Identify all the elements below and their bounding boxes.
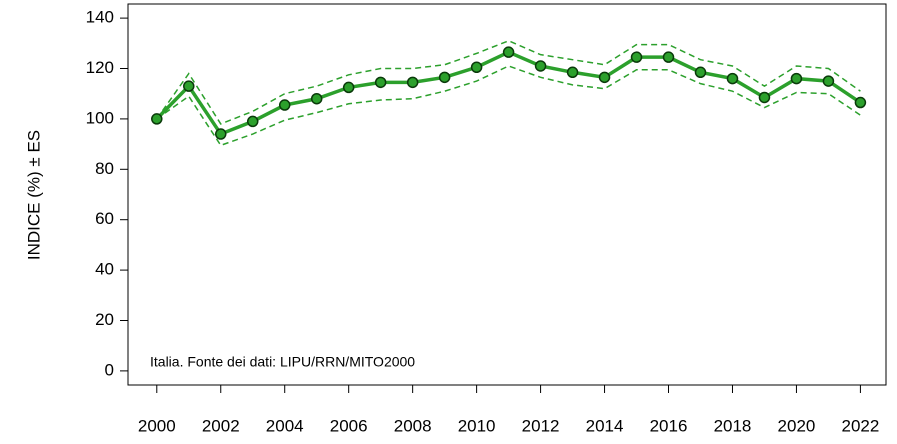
data-point [502,46,515,58]
x-tick-label: 2004 [266,416,304,435]
data-point [342,81,355,94]
y-axis-label: INDICE (%) ± ES [24,130,43,260]
y-tick-label: 140 [86,8,114,27]
x-tick-label: 2006 [330,416,368,435]
data-point [310,92,323,105]
data-point [822,75,835,87]
x-tick-label: 2008 [394,416,432,435]
data-point [278,99,291,111]
x-tick-label: 2010 [458,416,496,435]
data-point [598,71,611,84]
data-point [854,96,867,109]
data-point [470,61,483,73]
x-tick-label: 2020 [778,416,816,435]
data-point [566,66,579,79]
data-point [438,71,451,84]
plot-frame [127,3,887,386]
series-line [155,50,862,137]
x-tick-label: 2002 [202,416,240,435]
y-tick-label: 120 [86,58,114,77]
data-point [406,76,419,89]
x-tick-label: 2016 [650,416,688,435]
data-point [726,72,739,85]
data-point [790,72,803,85]
data-point [151,113,163,125]
series-line [156,65,861,147]
y-tick-label: 40 [95,260,114,279]
y-tick-label: 20 [95,310,114,329]
y-tick-label: 0 [105,360,114,379]
y-tick-label: 60 [95,209,114,228]
annotation: Italia. Fonte dei dati: LIPU/RRN/MITO200… [150,354,415,370]
x-tick-label: 2014 [586,416,624,435]
x-tick-label: 2022 [841,416,879,435]
data-point [215,128,227,140]
series-line [156,39,861,125]
data-point [374,76,387,89]
y-tick-label: 80 [95,159,114,178]
data-point [246,115,259,128]
data-point [662,51,675,63]
data-point [694,66,707,79]
y-tick-label: 100 [86,108,114,127]
x-tick-label: 2000 [138,416,176,435]
data-point [534,60,547,72]
data-point [630,51,643,63]
x-tick-label: 2012 [522,416,560,435]
data-point [758,91,771,104]
data-point [183,80,195,92]
x-tick-label: 2018 [714,416,752,435]
